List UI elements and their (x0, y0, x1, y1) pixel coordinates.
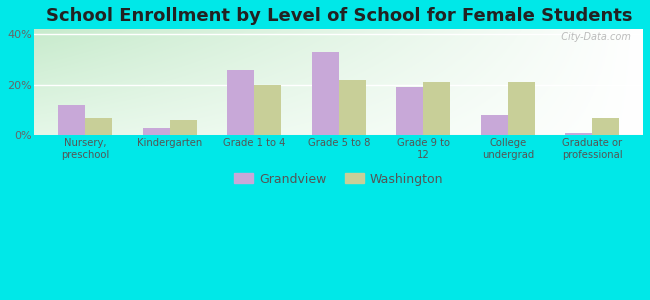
Bar (566, 133, 592, 135)
Bar (592, 118, 619, 135)
Bar (312, 52, 339, 135)
Title: School Enrollment by Level of School for Female Students: School Enrollment by Level of School for… (46, 7, 632, 25)
Bar (85, 118, 112, 135)
Bar (423, 82, 450, 135)
Bar (142, 128, 170, 135)
Bar (481, 115, 508, 135)
Bar (170, 120, 197, 135)
Bar (227, 70, 254, 135)
Bar (339, 80, 366, 135)
Bar (396, 87, 423, 135)
Text: City-Data.com: City-Data.com (555, 32, 631, 43)
Bar (58, 105, 85, 135)
Bar (254, 85, 281, 135)
Bar (508, 82, 535, 135)
Legend: Grandview, Washington: Grandview, Washington (229, 168, 448, 190)
